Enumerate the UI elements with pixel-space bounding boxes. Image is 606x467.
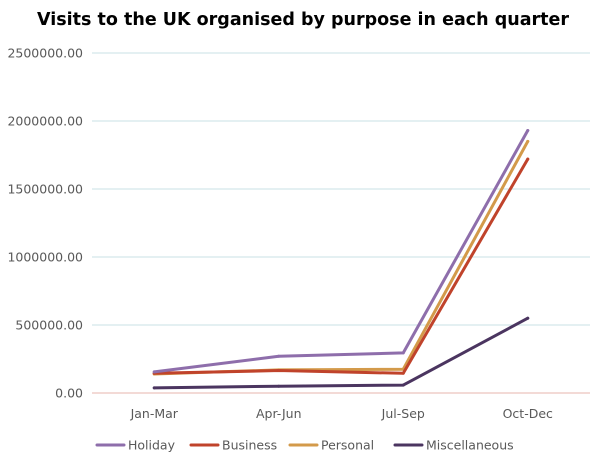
- series-line-holiday: [152, 129, 530, 374]
- data-point-miscellaneous: [152, 386, 156, 390]
- data-point-business: [401, 371, 405, 375]
- legend-label-holiday: Holiday: [128, 438, 176, 453]
- series-line-miscellaneous: [152, 316, 530, 390]
- x-tick-label: Oct-Dec: [503, 406, 553, 421]
- x-tick-label: Apr-Jun: [256, 406, 302, 421]
- data-point-business: [526, 157, 530, 161]
- data-point-holiday: [277, 354, 281, 358]
- legend-label-personal: Personal: [321, 438, 374, 453]
- series-line-business: [152, 157, 530, 375]
- y-tick-label: 1500000.00: [7, 182, 83, 197]
- legend-label-miscellaneous: Miscellaneous: [426, 438, 514, 453]
- chart-title: Visits to the UK organised by purpose in…: [36, 10, 569, 30]
- legend-label-business: Business: [222, 438, 277, 453]
- data-point-miscellaneous: [277, 384, 281, 388]
- x-tick-label: Jan-Mar: [130, 406, 179, 421]
- data-point-miscellaneous: [401, 383, 405, 387]
- data-point-holiday: [401, 351, 405, 355]
- y-tick-label: 1000000.00: [7, 250, 83, 265]
- x-tick-label: Jul-Sep: [381, 406, 425, 421]
- y-tick-label: 2500000.00: [7, 46, 83, 61]
- y-tick-label: 0.00: [55, 386, 83, 401]
- data-point-personal: [526, 139, 530, 143]
- data-point-miscellaneous: [526, 316, 530, 320]
- data-point-holiday: [526, 129, 530, 133]
- y-tick-label: 2000000.00: [7, 114, 83, 129]
- data-point-holiday: [152, 370, 156, 374]
- data-point-business: [277, 369, 281, 373]
- y-tick-label: 500000.00: [15, 318, 83, 333]
